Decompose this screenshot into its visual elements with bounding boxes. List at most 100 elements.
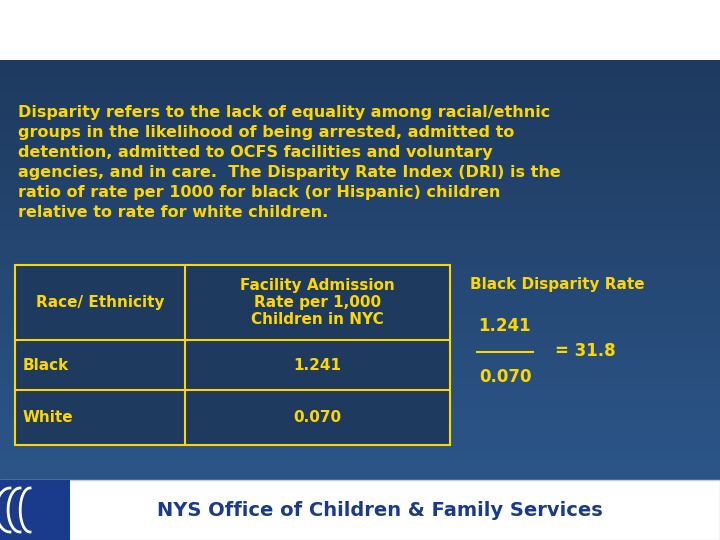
Bar bbox=[0, 78, 720, 84]
Bar bbox=[0, 420, 720, 426]
Bar bbox=[0, 498, 720, 504]
Text: 0.070: 0.070 bbox=[479, 368, 531, 386]
Bar bbox=[0, 240, 720, 246]
Text: Facility Admission
Rate per 1,000
Children in NYC: Facility Admission Rate per 1,000 Childr… bbox=[240, 278, 395, 327]
Bar bbox=[0, 252, 720, 258]
Bar bbox=[0, 378, 720, 384]
Bar bbox=[0, 330, 720, 336]
Bar bbox=[0, 360, 720, 366]
Text: relative to rate for white children.: relative to rate for white children. bbox=[18, 205, 328, 220]
Bar bbox=[0, 366, 720, 372]
Bar bbox=[0, 402, 720, 408]
Bar bbox=[0, 492, 720, 498]
Bar bbox=[0, 534, 720, 540]
Bar bbox=[0, 516, 720, 522]
Bar bbox=[0, 414, 720, 420]
Bar bbox=[0, 522, 720, 528]
Bar bbox=[0, 438, 720, 444]
Bar bbox=[0, 132, 720, 138]
Bar bbox=[0, 156, 720, 162]
Text: Disparity Rate Index: Disparity Rate Index bbox=[215, 18, 505, 42]
Text: 1.241: 1.241 bbox=[479, 317, 531, 335]
Bar bbox=[0, 66, 720, 72]
Bar bbox=[0, 318, 720, 324]
Bar bbox=[0, 282, 720, 288]
Bar bbox=[0, 384, 720, 390]
Bar bbox=[0, 294, 720, 300]
Bar bbox=[0, 372, 720, 378]
Bar bbox=[0, 480, 720, 540]
Bar bbox=[0, 444, 720, 450]
Bar bbox=[0, 258, 720, 264]
Bar bbox=[0, 270, 720, 276]
Bar bbox=[0, 426, 720, 432]
Bar bbox=[0, 480, 70, 540]
Text: detention, admitted to OCFS facilities and voluntary: detention, admitted to OCFS facilities a… bbox=[18, 145, 492, 160]
Bar bbox=[0, 228, 720, 234]
Bar bbox=[0, 84, 720, 90]
Bar bbox=[0, 354, 720, 360]
Bar bbox=[0, 312, 720, 318]
Bar bbox=[0, 468, 720, 474]
Bar bbox=[0, 138, 720, 144]
Bar bbox=[0, 432, 720, 438]
Bar bbox=[0, 390, 720, 396]
Text: agencies, and in care.  The Disparity Rate Index (DRI) is the: agencies, and in care. The Disparity Rat… bbox=[18, 165, 561, 180]
Bar bbox=[0, 276, 720, 282]
Bar bbox=[0, 504, 720, 510]
Bar bbox=[0, 222, 720, 228]
Text: NYS Office of Children & Family Services: NYS Office of Children & Family Services bbox=[157, 501, 603, 519]
Bar bbox=[15, 265, 450, 445]
Bar bbox=[0, 324, 720, 330]
Bar bbox=[0, 120, 720, 126]
Bar bbox=[0, 336, 720, 342]
Bar bbox=[0, 450, 720, 456]
Text: = 31.8: = 31.8 bbox=[555, 342, 616, 361]
Bar bbox=[0, 306, 720, 312]
Bar bbox=[0, 180, 720, 186]
Bar bbox=[0, 192, 720, 198]
Bar bbox=[0, 456, 720, 462]
Bar bbox=[0, 126, 720, 132]
Bar bbox=[0, 462, 720, 468]
Bar bbox=[0, 102, 720, 108]
Bar bbox=[0, 408, 720, 414]
Bar bbox=[0, 186, 720, 192]
Bar bbox=[0, 234, 720, 240]
Text: 0.070: 0.070 bbox=[294, 410, 341, 425]
Bar bbox=[0, 210, 720, 216]
Text: Disparity refers to the lack of equality among racial/ethnic: Disparity refers to the lack of equality… bbox=[18, 105, 550, 120]
Bar bbox=[0, 474, 720, 480]
Bar bbox=[0, 198, 720, 204]
Bar bbox=[0, 60, 720, 66]
Bar bbox=[0, 90, 720, 96]
Bar bbox=[0, 264, 720, 270]
Bar bbox=[0, 150, 720, 156]
Bar bbox=[0, 486, 720, 492]
Text: Black Disparity Rate: Black Disparity Rate bbox=[470, 278, 644, 293]
Text: Race/ Ethnicity: Race/ Ethnicity bbox=[36, 295, 164, 310]
Bar bbox=[0, 204, 720, 210]
Text: White: White bbox=[23, 410, 73, 425]
Text: 1.241: 1.241 bbox=[294, 357, 341, 373]
Bar bbox=[0, 72, 720, 78]
Bar bbox=[0, 300, 720, 306]
Bar bbox=[0, 342, 720, 348]
Bar bbox=[0, 528, 720, 534]
Bar bbox=[0, 246, 720, 252]
Text: Black: Black bbox=[23, 357, 69, 373]
Bar bbox=[0, 114, 720, 120]
Bar bbox=[0, 162, 720, 168]
Bar bbox=[0, 96, 720, 102]
Bar bbox=[0, 348, 720, 354]
Text: ratio of rate per 1000 for black (or Hispanic) children: ratio of rate per 1000 for black (or His… bbox=[18, 185, 500, 200]
Bar bbox=[0, 174, 720, 180]
Bar bbox=[0, 108, 720, 114]
Bar bbox=[0, 288, 720, 294]
Bar bbox=[0, 144, 720, 150]
Bar bbox=[0, 168, 720, 174]
Bar bbox=[0, 480, 720, 486]
Bar bbox=[0, 396, 720, 402]
Bar bbox=[0, 216, 720, 222]
Bar bbox=[0, 510, 720, 516]
